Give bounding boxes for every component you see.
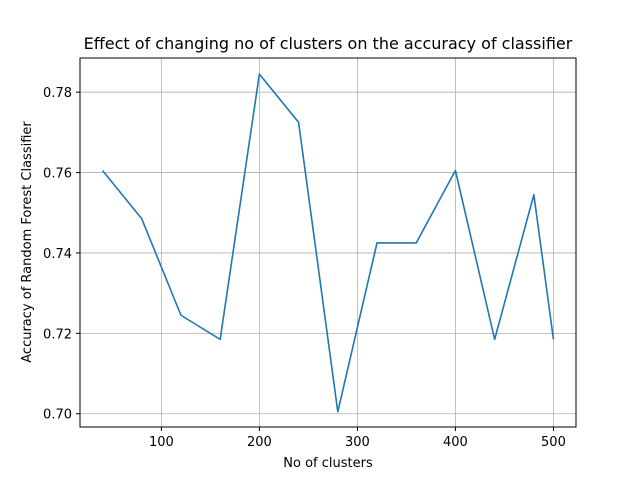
- series-line: [101, 73, 555, 413]
- x-tick-label: 100: [149, 435, 174, 450]
- series-lines: [101, 73, 555, 413]
- y-tick-label: 0.72: [43, 327, 72, 342]
- chart-title: Effect of changing no of clusters on the…: [84, 34, 573, 53]
- x-tick-label: 400: [443, 435, 468, 450]
- plot-frame: [79, 57, 577, 428]
- y-tick-label: 0.78: [43, 86, 72, 101]
- y-tick-label: 0.70: [43, 408, 72, 423]
- grid-lines: [80, 58, 576, 427]
- y-tick-label: 0.74: [43, 247, 72, 262]
- y-axis-label: Accuracy of Random Forest Classifier: [20, 121, 35, 363]
- axis-ticks: 100 200 300 400 500 0.70 0.72 0.74 0.76 0.78: [43, 86, 566, 450]
- x-tick-label: 500: [541, 435, 566, 450]
- x-tick-label: 200: [247, 435, 272, 450]
- y-tick-label: 0.76: [43, 167, 72, 182]
- x-tick-label: 300: [345, 435, 370, 450]
- x-axis-label: No of clusters: [283, 456, 373, 471]
